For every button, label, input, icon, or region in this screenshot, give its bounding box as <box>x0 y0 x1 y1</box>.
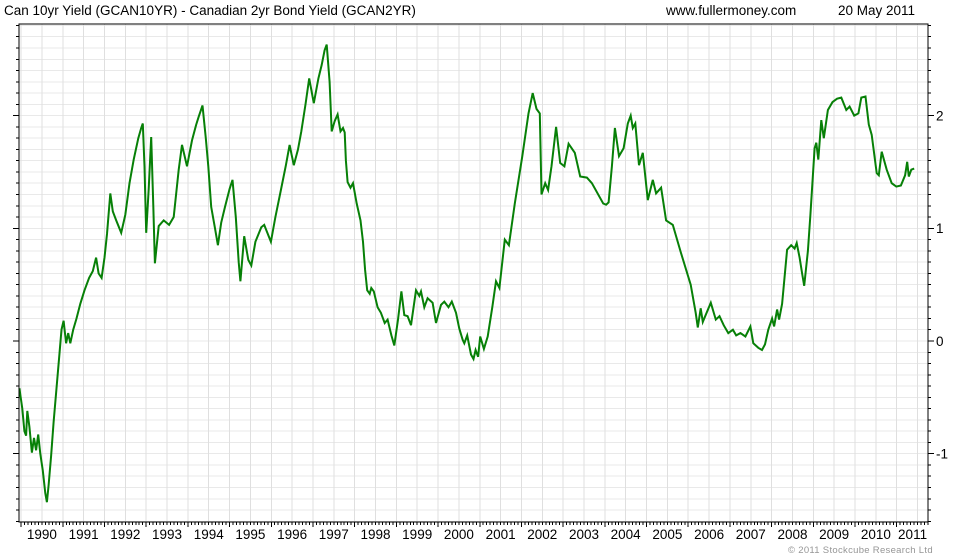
svg-text:1: 1 <box>936 221 944 236</box>
svg-text:2007: 2007 <box>736 527 766 542</box>
svg-text:1991: 1991 <box>69 527 99 542</box>
svg-text:1994: 1994 <box>194 527 225 542</box>
svg-text:1997: 1997 <box>319 527 349 542</box>
website-text: www.fullermoney.com <box>666 3 797 18</box>
svg-text:2003: 2003 <box>569 527 599 542</box>
svg-text:2005: 2005 <box>652 527 682 542</box>
svg-text:1990: 1990 <box>27 527 57 542</box>
svg-text:1998: 1998 <box>360 527 390 542</box>
svg-text:2: 2 <box>936 108 944 123</box>
svg-text:-1: -1 <box>936 447 948 462</box>
copyright-text: © 2011 Stockcube Research Ltd <box>788 545 933 556</box>
svg-text:2000: 2000 <box>444 527 474 542</box>
svg-text:2009: 2009 <box>819 527 849 542</box>
svg-text:1993: 1993 <box>152 527 182 542</box>
svg-text:2002: 2002 <box>527 527 557 542</box>
svg-text:2008: 2008 <box>777 527 807 542</box>
svg-text:2001: 2001 <box>486 527 516 542</box>
chart-header: Can 10yr Yield (GCAN10YR) - Canadian 2yr… <box>0 3 980 21</box>
svg-text:1996: 1996 <box>277 527 307 542</box>
svg-text:2004: 2004 <box>611 527 642 542</box>
svg-text:2011: 2011 <box>898 527 927 542</box>
date-text: 20 May 2011 <box>838 3 916 18</box>
svg-text:1995: 1995 <box>235 527 265 542</box>
svg-text:0: 0 <box>936 334 944 349</box>
svg-text:1992: 1992 <box>110 527 140 542</box>
svg-text:2006: 2006 <box>694 527 724 542</box>
svg-text:2010: 2010 <box>861 527 891 542</box>
svg-text:1999: 1999 <box>402 527 432 542</box>
chart-title: Can 10yr Yield (GCAN10YR) - Canadian 2yr… <box>4 3 416 18</box>
